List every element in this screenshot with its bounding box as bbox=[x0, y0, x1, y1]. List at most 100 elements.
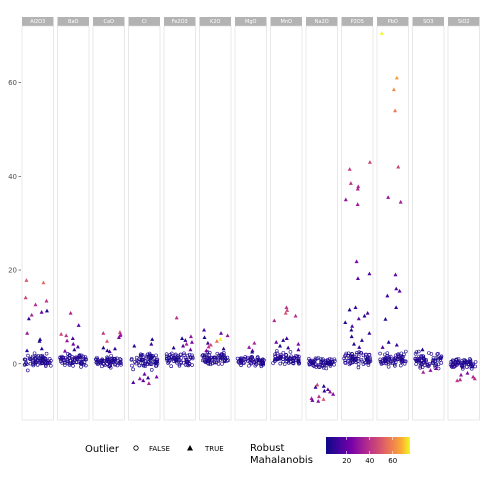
inlier-point bbox=[296, 359, 301, 364]
inlier-point bbox=[419, 362, 424, 367]
inlier-point bbox=[455, 360, 460, 364]
inlier-point bbox=[179, 360, 183, 364]
inlier-point bbox=[399, 363, 403, 368]
inlier-point bbox=[190, 355, 195, 360]
inlier-point bbox=[257, 357, 261, 362]
outlier-point bbox=[105, 339, 110, 343]
inlier-point bbox=[207, 359, 211, 364]
outlier-point bbox=[394, 305, 399, 310]
outlier-point bbox=[189, 340, 194, 344]
inlier-point bbox=[328, 362, 332, 367]
inlier-point bbox=[96, 361, 101, 366]
outlier-point bbox=[393, 108, 398, 113]
facet-strip bbox=[306, 17, 338, 26]
outlier-point bbox=[284, 305, 289, 310]
inlier-point bbox=[169, 364, 174, 369]
inlier-point bbox=[384, 359, 388, 364]
inlier-point bbox=[247, 363, 251, 368]
outlier-point bbox=[398, 199, 403, 204]
outlier-point bbox=[355, 276, 360, 280]
outlier-point bbox=[180, 336, 185, 340]
outlier-point bbox=[107, 349, 112, 354]
inlier-point bbox=[241, 360, 246, 365]
inlier-point bbox=[332, 359, 337, 363]
color-legend-title-line1: Robust bbox=[250, 443, 285, 454]
inlier-point bbox=[249, 355, 253, 360]
inlier-point bbox=[108, 363, 113, 368]
inlier-point bbox=[378, 359, 383, 364]
inlier-point bbox=[459, 360, 463, 365]
facet-panel-border bbox=[92, 25, 125, 421]
inlier-point bbox=[249, 361, 253, 365]
outlier-point bbox=[343, 320, 348, 325]
inlier-point bbox=[173, 353, 177, 358]
inlier-point bbox=[260, 361, 265, 366]
outlier-point bbox=[150, 337, 155, 341]
inlier-point bbox=[319, 359, 323, 364]
outlier-point bbox=[283, 310, 288, 315]
inlier-point bbox=[399, 359, 404, 364]
inlier-point bbox=[394, 353, 398, 358]
outlier-point bbox=[208, 342, 213, 347]
inlier-point bbox=[38, 359, 42, 364]
outlier-point bbox=[141, 378, 146, 383]
outlier-point bbox=[394, 342, 399, 347]
facet-strip-label: BaO bbox=[68, 19, 78, 25]
inlier-point bbox=[182, 351, 186, 356]
outlier-point bbox=[68, 310, 73, 315]
facet-strip bbox=[270, 17, 302, 26]
inlier-point bbox=[185, 359, 189, 364]
inlier-point bbox=[134, 361, 138, 366]
inlier-point bbox=[77, 359, 81, 364]
inlier-point bbox=[138, 355, 143, 359]
inlier-point bbox=[138, 352, 143, 357]
inlier-point bbox=[95, 362, 100, 366]
outlier-point bbox=[331, 392, 336, 396]
facet-strip bbox=[57, 17, 89, 26]
inlier-point bbox=[359, 357, 364, 362]
inlier-point bbox=[38, 361, 43, 366]
inlier-point bbox=[68, 358, 73, 363]
inlier-point bbox=[183, 363, 188, 367]
inlier-point bbox=[364, 356, 368, 360]
inlier-point bbox=[284, 352, 288, 357]
outlier-point bbox=[188, 334, 193, 339]
facet-panel-fe2o3: Fe2O3 bbox=[163, 17, 196, 421]
inlier-point bbox=[288, 350, 293, 354]
inlier-point bbox=[366, 363, 371, 367]
inlier-point bbox=[72, 356, 77, 361]
outlier-point bbox=[183, 338, 188, 342]
facet-panel-mno: MnO bbox=[270, 17, 303, 421]
inlier-point bbox=[435, 352, 440, 356]
inlier-point bbox=[108, 361, 112, 366]
inlier-point bbox=[290, 361, 295, 365]
inlier-point bbox=[415, 358, 420, 363]
inlier-point bbox=[460, 358, 464, 363]
inlier-point bbox=[361, 362, 366, 366]
outlier-point bbox=[347, 307, 352, 312]
inlier-point bbox=[271, 361, 275, 365]
inlier-point bbox=[75, 357, 79, 361]
outlier-point bbox=[386, 340, 391, 344]
facet-strip bbox=[164, 17, 196, 26]
facet-strip bbox=[199, 17, 231, 26]
facet-panel-border bbox=[128, 25, 161, 421]
inlier-point bbox=[149, 362, 154, 366]
facet-strip-label: CaO bbox=[104, 19, 115, 25]
inlier-point bbox=[239, 358, 243, 363]
inlier-point bbox=[155, 359, 160, 364]
inlier-point bbox=[114, 356, 119, 361]
outlier-point bbox=[428, 368, 433, 372]
inlier-point bbox=[135, 358, 139, 363]
inlier-point bbox=[173, 358, 178, 363]
outlier-point bbox=[132, 343, 137, 348]
inlier-point bbox=[178, 352, 183, 357]
inlier-point bbox=[393, 360, 398, 365]
inlier-point bbox=[202, 353, 207, 357]
inlier-point bbox=[245, 359, 250, 363]
inlier-point bbox=[350, 360, 355, 365]
outlier-point bbox=[367, 160, 372, 164]
inlier-point bbox=[423, 363, 427, 367]
facet-strip bbox=[128, 17, 160, 26]
inlier-point bbox=[67, 353, 72, 358]
